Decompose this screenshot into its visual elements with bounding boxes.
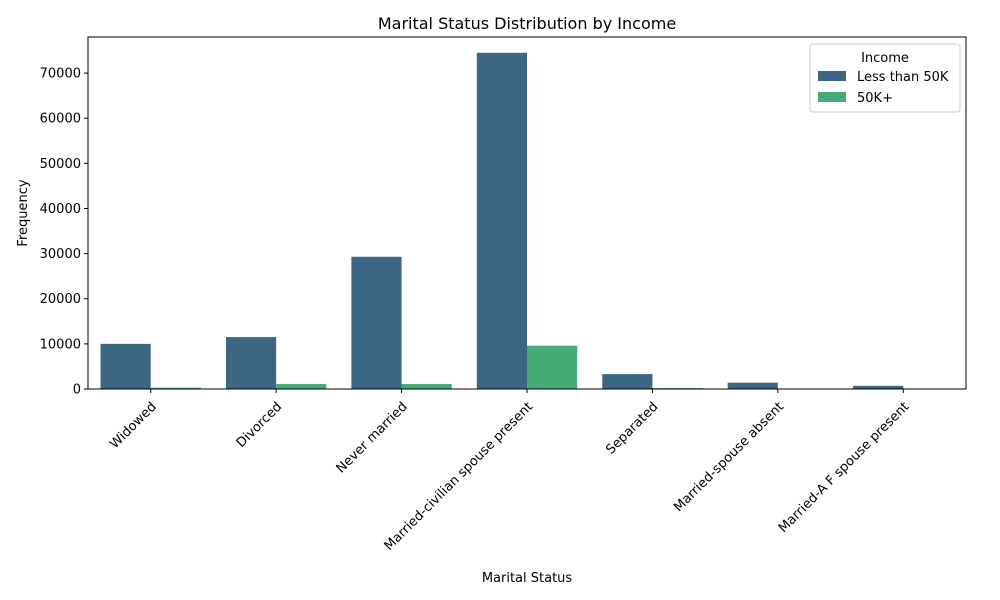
bar-less-than-50k-separated: [602, 374, 653, 389]
y-tick-label: 60000: [40, 112, 81, 127]
x-tick-label-married-spouse-absent: Married-spouse absent: [671, 399, 787, 515]
x-axis: Widowed Divorced Never marriedMarried-civi…: [107, 389, 912, 554]
plot-area: [100, 52, 954, 389]
x-tick-label-separated: Separated: [603, 399, 661, 457]
bar-less-than-50k-never-married: [351, 256, 402, 389]
y-tick-label: 20000: [40, 292, 81, 307]
x-tick-label-married-a-f-spouse-present: Married-A F spouse present: [776, 399, 913, 536]
bar-50k-plus-never-married: [401, 384, 452, 389]
bar-less-than-50k-married-civilian-spouse-present: [476, 52, 527, 389]
x-tick-label-married-civilian-spouse-present: Married-civilian spouse present: [382, 399, 536, 553]
y-tick-label: 10000: [40, 337, 81, 352]
bar-less-than-50k-married-a-f-spouse-present: [853, 385, 904, 389]
y-tick-label: 40000: [40, 202, 81, 217]
legend-box: [809, 43, 961, 113]
y-axis-title: Frequency: [16, 179, 31, 246]
bar-less-than-50k-widowed: [100, 343, 151, 389]
bar-less-than-50k-divorced: [225, 337, 277, 389]
legend: Income Less than 50K 50K+: [809, 43, 961, 113]
y-tick-label: 0: [73, 383, 81, 398]
bar-50k-plus-widowed: [150, 387, 201, 389]
y-tick-label: 70000: [40, 67, 81, 82]
x-axis-title: Marital Status: [482, 571, 573, 586]
legend-swatch-50k-plus: [818, 92, 846, 102]
bar-less-than-50k-married-spouse-absent: [727, 382, 778, 389]
legend-label-50k-plus: 50K+: [857, 91, 893, 106]
y-axis: 0 10000 20000 30000 40000 50000 60000 70000: [40, 67, 88, 398]
bar-50k-plus-married-civilian-spouse-present: [527, 345, 578, 389]
plot-frame: [87, 36, 967, 390]
bar-50k-plus-divorced: [276, 384, 327, 389]
y-tick-label: 30000: [40, 247, 81, 262]
x-tick-label-never-married: Never married: [334, 399, 411, 476]
legend-title: Income: [861, 51, 909, 66]
legend-label-less-than-50k: Less than 50K: [857, 70, 949, 85]
chart-title: Marital Status Distribution by Income: [378, 14, 676, 33]
x-tick-label-widowed: Widowed: [107, 399, 160, 452]
legend-swatch-less-than-50k: [818, 71, 846, 81]
x-tick-label-divorced: Divorced: [234, 399, 285, 450]
y-tick-label: 50000: [40, 157, 81, 172]
